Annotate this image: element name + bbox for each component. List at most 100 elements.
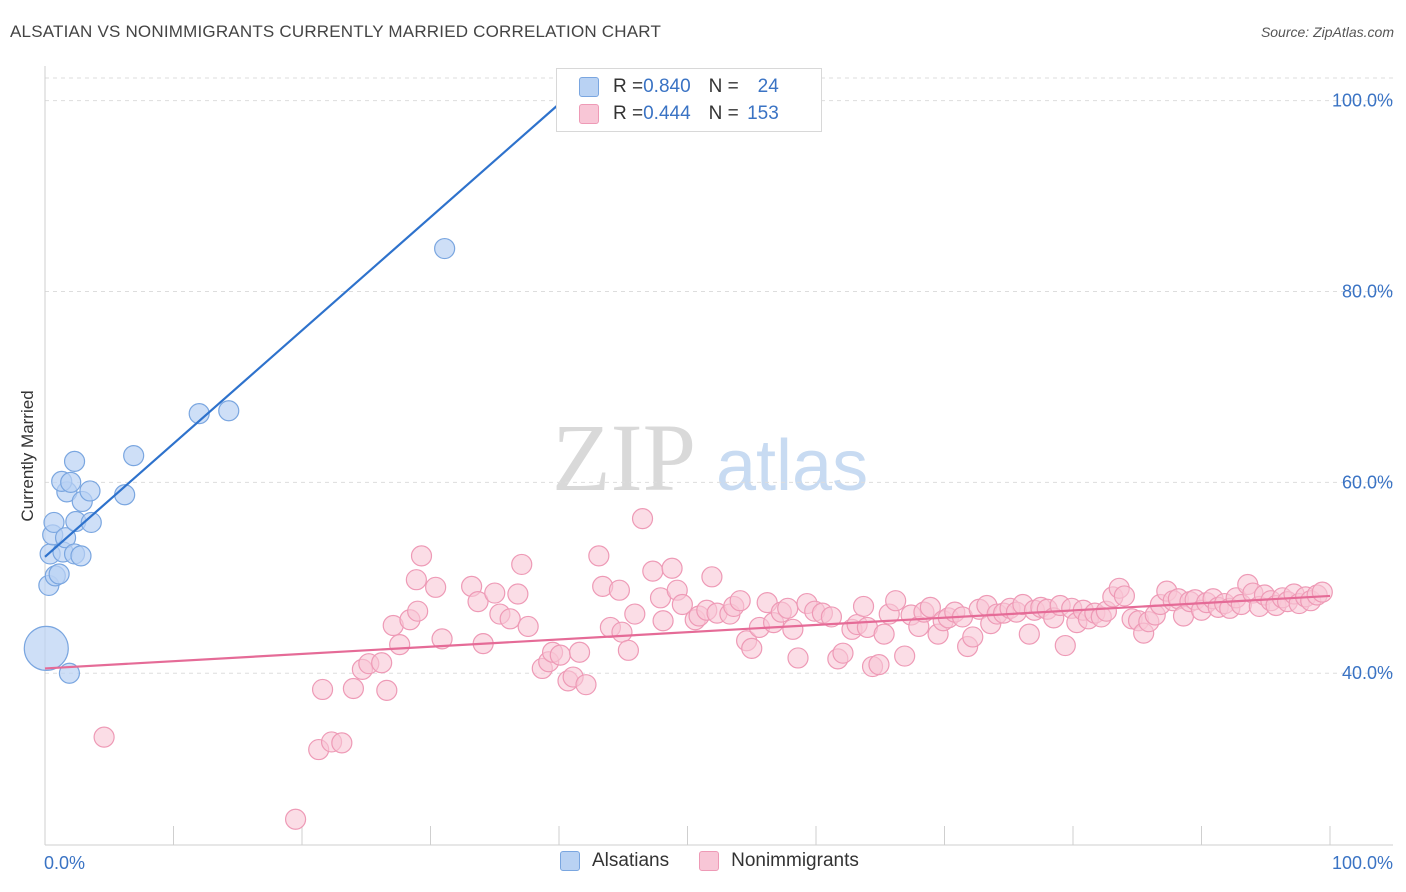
nonimmigrants-point — [894, 645, 916, 667]
alsatians-trend-line — [44, 99, 564, 558]
x-tick-label-min: 0.0% — [44, 853, 85, 873]
nonimmigrants-point — [631, 508, 654, 530]
nonimmigrants-point — [517, 615, 539, 638]
r-label: R = — [613, 76, 644, 97]
nonimmigrants-point — [777, 597, 799, 619]
nonimmigrants-point — [652, 610, 674, 632]
watermark-atlas: atlas — [716, 426, 868, 506]
nonimmigrants-point — [1018, 623, 1040, 645]
stats-row-nonimmigrants: R = 0.444 N = 153 — [579, 101, 779, 127]
nonimmigrants-point — [507, 583, 529, 605]
chart-title: ALSATIAN VS NONIMMIGRANTS CURRENTLY MARR… — [10, 22, 662, 41]
nonimmigrants-point — [331, 732, 353, 754]
alsatians-point — [48, 563, 70, 585]
nonimmigrants-point — [873, 623, 895, 645]
nonimmigrants-point — [499, 608, 521, 630]
nonimmigrants-point — [568, 641, 591, 663]
alsatians-point — [23, 625, 69, 672]
nonimmigrants-point — [389, 633, 411, 656]
alsatians-point — [80, 511, 102, 534]
nonimmigrants-point — [575, 674, 597, 696]
y-tick-label: 100.0% — [1332, 91, 1393, 111]
nonimmigrants-point — [588, 545, 610, 567]
nonimmigrants-point — [661, 557, 683, 579]
nonimmigrants-point — [371, 652, 393, 674]
nonimmigrants-point — [376, 679, 398, 702]
source-label: Source: ZipAtlas.com — [1260, 24, 1394, 40]
nonimmigrants-point — [820, 606, 843, 628]
nonimmigrants-point — [868, 654, 890, 676]
nonimmigrants-point — [919, 596, 941, 618]
nonimmigrants-point — [611, 621, 633, 643]
y-tick-label: 60.0% — [1342, 472, 1393, 492]
legend-item-nonimmigrants: Nonimmigrants — [699, 850, 859, 872]
nonimmigrants-series — [93, 508, 1333, 830]
nonimmigrants-point — [93, 726, 115, 748]
nonimmigrants-point — [284, 808, 307, 830]
nonimmigrants-point — [624, 603, 646, 625]
watermark: ZIP atlas — [552, 404, 868, 511]
y-tick-label: 80.0% — [1342, 281, 1393, 301]
nonimmigrants-point — [617, 639, 639, 661]
nonimmigrants-point — [431, 628, 453, 650]
nonimmigrants-point — [787, 647, 809, 669]
nonimmigrants-legend-swatch — [699, 851, 720, 871]
alsatians-point — [60, 471, 82, 493]
nonimmigrants-point — [410, 545, 433, 567]
nonimmigrants-point — [729, 590, 751, 612]
nonimmigrants-point — [671, 593, 693, 616]
y-axis-label: Currently Married — [18, 390, 37, 521]
nonimmigrants-swatch — [579, 104, 599, 124]
r-value: 0.444 — [643, 103, 691, 124]
r-value: 0.840 — [643, 76, 691, 97]
n-value: 153 — [747, 103, 779, 124]
nonimmigrants-point — [342, 677, 364, 700]
nonimmigrants-point — [405, 569, 427, 591]
nonimmigrants-point — [701, 566, 723, 588]
alsatians-point — [79, 480, 101, 502]
nonimmigrants-point — [1113, 585, 1136, 607]
nonimmigrants-point — [1311, 581, 1333, 603]
nonimmigrants-point — [549, 644, 571, 666]
nonimmigrants-point — [407, 600, 429, 622]
alsatians-point — [188, 403, 210, 425]
nonimmigrants-point — [608, 579, 630, 601]
nonimmigrants-point — [484, 582, 506, 604]
nonimmigrants-point — [425, 576, 447, 598]
nonimmigrants-point — [467, 591, 489, 613]
legend-item-alsatians: Alsatians — [560, 850, 669, 872]
nonimmigrants-legend-label: Nonimmigrants — [731, 850, 859, 871]
nonimmigrants-point — [852, 595, 875, 618]
n-label: N = — [708, 103, 739, 124]
axes — [44, 66, 1393, 846]
nonimmigrants-point — [1054, 634, 1076, 657]
nonimmigrants-point — [311, 678, 334, 701]
tick-labels: 40.0% 60.0% 80.0% 100.0% 0.0% 100.0% — [44, 91, 1393, 873]
stats-row-alsatians: R = 0.840 N = 24 — [579, 74, 779, 100]
nonimmigrants-point — [885, 590, 907, 612]
alsatians-series — [23, 237, 456, 684]
nonimmigrants-point — [782, 618, 804, 640]
alsatians-point — [434, 237, 456, 260]
alsatians-point — [70, 545, 92, 567]
nonimmigrants-point — [962, 626, 984, 648]
nonimmigrants-point — [741, 637, 763, 660]
alsatians-swatch — [579, 77, 599, 97]
x-tick-label-max: 100.0% — [1332, 853, 1393, 873]
y-tick-label: 40.0% — [1342, 663, 1393, 683]
watermark-zip: ZIP — [552, 404, 696, 511]
alsatians-point — [123, 445, 145, 467]
nonimmigrants-point — [832, 642, 854, 664]
stats-legend: R = 0.840 N = 24 R = 0.444 N = 153 — [556, 68, 822, 132]
alsatians-legend-label: Alsatians — [592, 850, 670, 871]
nonimmigrants-trend-line — [44, 594, 1331, 670]
n-value: 24 — [757, 76, 779, 97]
trend-lines — [44, 99, 1331, 670]
alsatians-point — [63, 450, 86, 472]
alsatians-legend-swatch — [560, 851, 580, 871]
nonimmigrants-point — [642, 560, 664, 582]
n-label: N = — [708, 76, 739, 97]
alsatians-point — [43, 511, 65, 534]
nonimmigrants-point — [511, 553, 533, 576]
